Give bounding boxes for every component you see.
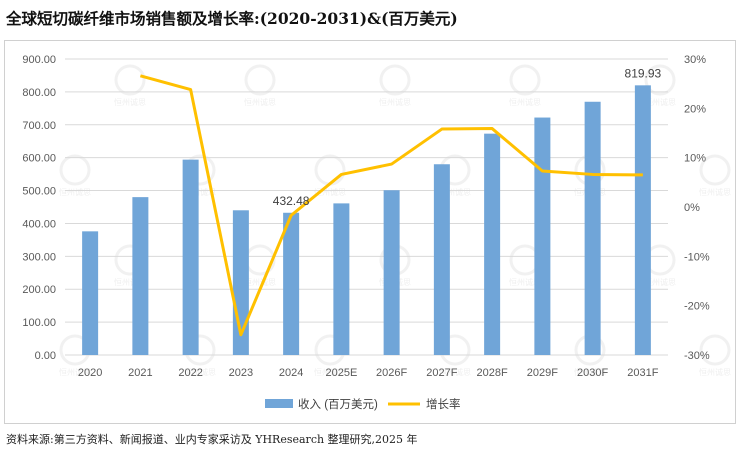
data-label: 432.48 [273,194,310,208]
legend-swatch-bar [265,399,293,408]
bar-series [82,85,651,355]
watermark-text: 恒州诚思 [244,277,276,287]
left-tick-label: 700.00 [22,120,56,132]
bar [433,164,450,355]
left-tick-label: 0.00 [35,350,56,362]
right-tick-label: 10% [684,153,706,165]
watermark-text: 恒州诚思 [644,277,676,287]
watermark-logo-icon [114,64,146,96]
watermark-text: 恒州诚思 [184,367,216,377]
left-axis-ticks: 0.00 100.00 200.00 300.00 400.00 500.00 600.00… [22,54,56,362]
watermark-text: 恒州诚思 [509,277,541,287]
watermark-text: 恒州诚思 [314,367,346,377]
watermark-logo-icon [509,64,541,96]
bar [484,133,501,355]
data-label: 819.93 [625,66,662,80]
left-tick-label: 500.00 [22,186,56,198]
bar [82,231,99,355]
bar [333,203,350,355]
x-tick-label: 2023 [229,367,253,379]
x-tick-label: 2028F [477,367,508,379]
chart-title: 全球短切碳纤维市场销售额及增长率:(2020-2031)&(百万美元) [6,9,458,28]
right-tick-label: 20% [684,103,706,115]
source-note: 资料来源:第三方资料、新闻报道、业内专家采访及 YHResearch 整理研究,… [6,433,418,446]
x-tick-label: 2030F [577,367,608,379]
watermark-text: 恒州诚思 [244,97,276,107]
watermark-logo-icon [379,64,411,96]
data-labels: 432.48 819.93 [273,66,662,207]
watermark-text: 恒州诚思 [114,277,146,287]
bar [634,85,651,355]
growth-rate-line [139,74,643,337]
watermark-text: 恒州诚思 [379,97,411,107]
watermark-text: 恒州诚思 [574,367,606,377]
right-tick-label: 0% [684,202,700,214]
x-tick-label: 2026F [376,367,407,379]
right-tick-label: 30% [684,54,706,66]
left-tick-label: 800.00 [22,87,56,99]
watermark-logo-icon [314,154,346,186]
watermark-text: 恒州诚思 [184,187,216,197]
watermark-text: 恒州诚思 [59,367,91,377]
watermark-logo-icon [59,154,91,186]
x-axis-ticks: 2020 2021 2022 2023 2024 2025E 2026F 2027F 2028F… [78,367,659,379]
right-tick-label: -10% [684,251,710,263]
bar [182,159,199,355]
left-tick-label: 300.00 [22,251,56,263]
right-tick-label: -20% [684,301,710,313]
watermark-logo-icon [699,334,731,366]
x-tick-label: 2021 [128,367,152,379]
watermark-logo-icon [244,64,276,96]
x-tick-label: 2027F [426,367,457,379]
left-tick-label: 200.00 [22,284,56,296]
x-tick-label: 2020 [78,367,102,379]
bar [132,197,149,355]
legend-label: 增长率 [426,397,461,411]
legend-label: 收入 (百万美元) [298,397,378,411]
left-tick-label: 100.00 [22,317,56,329]
x-tick-label: 2025E [325,367,357,379]
watermark-text: 恒州诚思 [644,97,676,107]
bar [534,117,551,355]
gridlines [65,58,668,356]
watermark-text: 恒州诚思 [114,97,146,107]
x-tick-label: 2022 [178,367,202,379]
bar [584,101,601,355]
watermark-text: 恒州诚思 [314,187,346,197]
x-tick-label: 2024 [279,367,303,379]
x-tick-label: 2029F [527,367,558,379]
left-tick-label: 400.00 [22,218,56,230]
watermark-text: 恒州诚思 [439,187,471,197]
left-tick-label: 900.00 [22,54,56,66]
watermark-text: 恒州诚思 [439,367,471,377]
watermark-logo-icon [644,64,676,96]
bar [283,212,300,355]
chart-frame [4,40,736,424]
watermark-logo-icon [699,154,731,186]
legend: 收入 (百万美元) 增长率 [265,397,461,411]
x-tick-label: 2031F [627,367,658,379]
left-tick-label: 600.00 [22,153,56,165]
right-axis-ticks: -30% -20% -10% 0% 10% 20% 30% [684,54,710,362]
line-series [139,74,643,337]
watermark-text: 恒州诚思 [509,97,541,107]
watermark-text: 恒州诚思 [59,187,91,197]
watermark-text: 恒州诚思 [699,187,731,197]
bar [383,190,400,355]
watermark-text: 恒州诚思 [699,367,731,377]
right-tick-label: -30% [684,350,710,362]
